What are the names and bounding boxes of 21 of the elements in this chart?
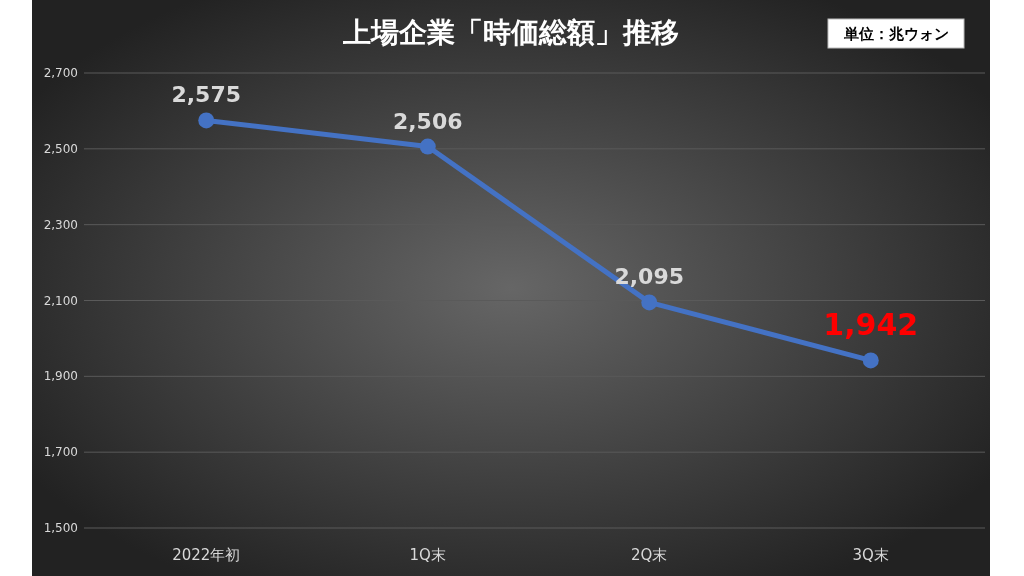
text: 単位：兆ウォン (842, 25, 949, 43)
y-tick-label: 1,700 (43, 445, 78, 460)
y-tick-label: 1,900 (43, 369, 78, 384)
y-tick-label: 2,300 (43, 217, 78, 232)
data-label: 1,942 (823, 307, 919, 343)
y-tick-label: 2,100 (43, 293, 78, 308)
point (862, 352, 879, 369)
y-tick-label: 2,500 (43, 141, 78, 156)
point (641, 294, 658, 311)
x-tick-label: 2022年初 (172, 546, 241, 564)
x-tick-label: 2Q末 (631, 546, 668, 564)
point (419, 138, 436, 155)
data-label: 2,506 (392, 108, 463, 134)
data-label: 2,575 (171, 82, 242, 108)
point (198, 112, 215, 129)
data-label: 2,095 (614, 264, 685, 290)
y-tick-label: 1,500 (43, 521, 78, 535)
x-tick-label: 1Q末 (409, 546, 446, 564)
x-tick-label: 3Q末 (852, 546, 889, 564)
chart-title: 上場企業「時価総額」推移 (342, 16, 679, 49)
y-tick-label: 2,700 (43, 66, 78, 80)
